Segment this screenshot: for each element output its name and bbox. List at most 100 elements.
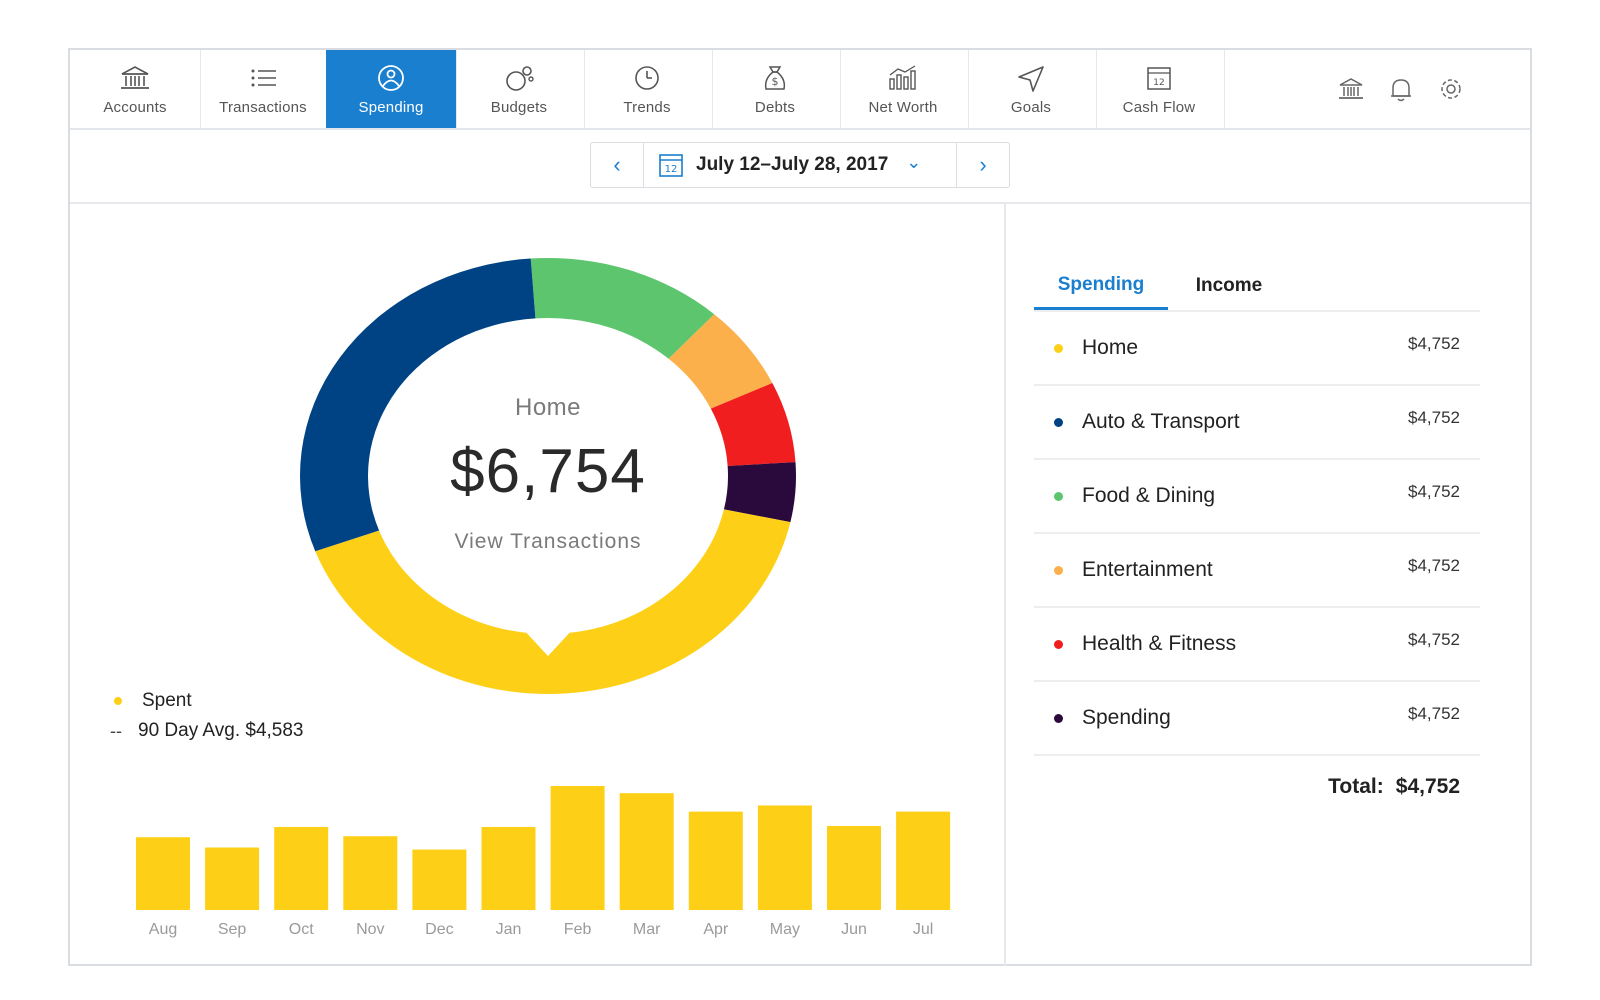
bar-mar[interactable]: [619, 793, 674, 910]
bar-may[interactable]: [757, 805, 812, 910]
donut-center-amount: $6,754: [450, 437, 646, 506]
donut-segment-home[interactable]: [315, 509, 791, 694]
clock-icon: [635, 65, 659, 90]
settings-button[interactable]: [1436, 74, 1466, 104]
monthly-spending-bar-chart: Aug Sep Oct Nov Dec Jan Feb Mar Apr May Jun Jul: [136, 786, 951, 938]
dashed-line-icon: --: [110, 720, 122, 741]
x-tick-label: Nov: [356, 921, 384, 938]
total-value: $4,752: [1395, 775, 1460, 798]
date-range-selector[interactable]: 12 July 12–July 28, 2017 ⌄: [643, 143, 957, 187]
bar-feb[interactable]: [550, 786, 605, 910]
tab-spending[interactable]: Spending: [1034, 262, 1168, 310]
bar-dec[interactable]: [412, 849, 467, 910]
list-icon: [251, 69, 276, 86]
nav-budgets[interactable]: Budgets: [454, 50, 585, 128]
chevron-right-icon: ›: [979, 152, 987, 177]
category-amount: $4,752: [1408, 334, 1460, 353]
category-color-dot: [1054, 418, 1063, 427]
budgets-icon: [506, 65, 534, 91]
selected-segment-pointer: [522, 628, 574, 656]
bar-chart-legend: Spent -- 90 Day Avg. $4,583: [110, 686, 304, 746]
nav-spending[interactable]: Spending: [326, 50, 457, 128]
bell-icon: [1391, 79, 1411, 102]
nav-cash-flow[interactable]: 12 Cash Flow: [1094, 50, 1225, 128]
nav-label: Transactions: [219, 98, 307, 116]
x-tick-label: Feb: [564, 921, 592, 938]
category-amount: $4,752: [1408, 704, 1460, 723]
x-tick-label: Apr: [703, 921, 729, 938]
spending-donut-chart[interactable]: [298, 256, 798, 702]
divider: [1004, 204, 1006, 966]
donut-segment-spending[interactable]: [723, 462, 796, 523]
bar-jun[interactable]: [827, 825, 881, 910]
calendar-day: 12: [1153, 78, 1164, 88]
bar-jan[interactable]: [481, 826, 536, 910]
bar-aug[interactable]: [136, 837, 190, 910]
svg-text:$: $: [772, 75, 779, 88]
nav-trends[interactable]: Trends: [582, 50, 713, 128]
spending-icon: [378, 64, 404, 91]
nav-label: Net Worth: [868, 98, 938, 116]
bar-nov[interactable]: [343, 836, 398, 910]
next-period-button[interactable]: ›: [957, 143, 1009, 187]
nav-label: Debts: [754, 98, 796, 116]
donut-center-label: Home: [514, 394, 582, 421]
legend-average-label: 90 Day Avg. $4,583: [138, 720, 304, 741]
nav-label: Spending: [358, 98, 424, 116]
nav-label: Budgets: [490, 98, 548, 116]
chevron-down-icon: ⌄: [906, 151, 922, 172]
notifications-button[interactable]: [1386, 74, 1416, 104]
nav-label: Trends: [623, 98, 671, 116]
category-amount: $4,752: [1408, 482, 1460, 501]
bank-icon: [121, 65, 149, 89]
nav-goals[interactable]: Goals: [966, 50, 1097, 128]
institutions-button[interactable]: [1336, 74, 1366, 104]
previous-period-button[interactable]: ‹: [591, 143, 643, 187]
calendar-icon: 12: [659, 154, 683, 177]
nav-label: Goals: [1010, 98, 1052, 116]
bar-apr[interactable]: [688, 811, 743, 910]
x-tick-label: Sep: [218, 921, 247, 938]
category-amount: $4,752: [1408, 556, 1460, 575]
gear-icon: [1441, 79, 1461, 99]
divider: [70, 202, 1530, 204]
x-tick-label: Jan: [496, 921, 522, 938]
spending-income-tabs: Spending Income: [1034, 262, 1480, 312]
list-item[interactable]: Food & Dining $4,752: [1034, 460, 1480, 534]
app-frame: Accounts Transactions Spending Budgets T…: [68, 48, 1532, 966]
nav-debts[interactable]: $ Debts: [710, 50, 841, 128]
list-item[interactable]: Health & Fitness $4,752: [1034, 608, 1480, 682]
tab-income[interactable]: Income: [1195, 275, 1263, 296]
nav-transactions[interactable]: Transactions: [198, 50, 329, 128]
category-name: Food & Dining: [1082, 484, 1216, 507]
bar-oct[interactable]: [274, 826, 329, 910]
money-bag-icon: $: [764, 65, 786, 90]
list-item[interactable]: Home $4,752: [1034, 312, 1480, 386]
nav-accounts[interactable]: Accounts: [70, 50, 201, 128]
bar-jul[interactable]: [896, 811, 951, 910]
list-item[interactable]: Spending $4,752: [1034, 682, 1480, 756]
donut-segment-health-fitness[interactable]: [710, 383, 796, 466]
x-tick-label: Aug: [149, 921, 177, 938]
donut-segment-food-dining[interactable]: [530, 258, 715, 359]
x-tick-label: Oct: [289, 921, 314, 938]
category-color-dot: [1054, 714, 1063, 723]
bar-sep[interactable]: [205, 847, 260, 910]
category-color-dot: [1054, 566, 1063, 575]
spending-total: Total: $4,752: [1034, 775, 1460, 799]
nav-label: Cash Flow: [1122, 98, 1196, 116]
list-item[interactable]: Auto & Transport $4,752: [1034, 386, 1480, 460]
category-color-dot: [1054, 492, 1063, 501]
list-item[interactable]: Entertainment $4,752: [1034, 534, 1480, 608]
navigation-arrow-icon: [1018, 65, 1044, 92]
donut-segment-entertainment[interactable]: [668, 314, 773, 409]
view-transactions-link[interactable]: View Transactions: [454, 530, 642, 553]
nav-net-worth[interactable]: Net Worth: [838, 50, 969, 128]
category-name: Spending: [1082, 706, 1171, 729]
category-name: Auto & Transport: [1082, 410, 1240, 433]
x-tick-label: Jun: [841, 921, 867, 938]
donut-segment-auto-transport[interactable]: [300, 258, 536, 552]
category-amount: $4,752: [1408, 630, 1460, 649]
bank-icon: [1339, 78, 1363, 99]
date-range-text: July 12–July 28, 2017: [696, 154, 889, 175]
